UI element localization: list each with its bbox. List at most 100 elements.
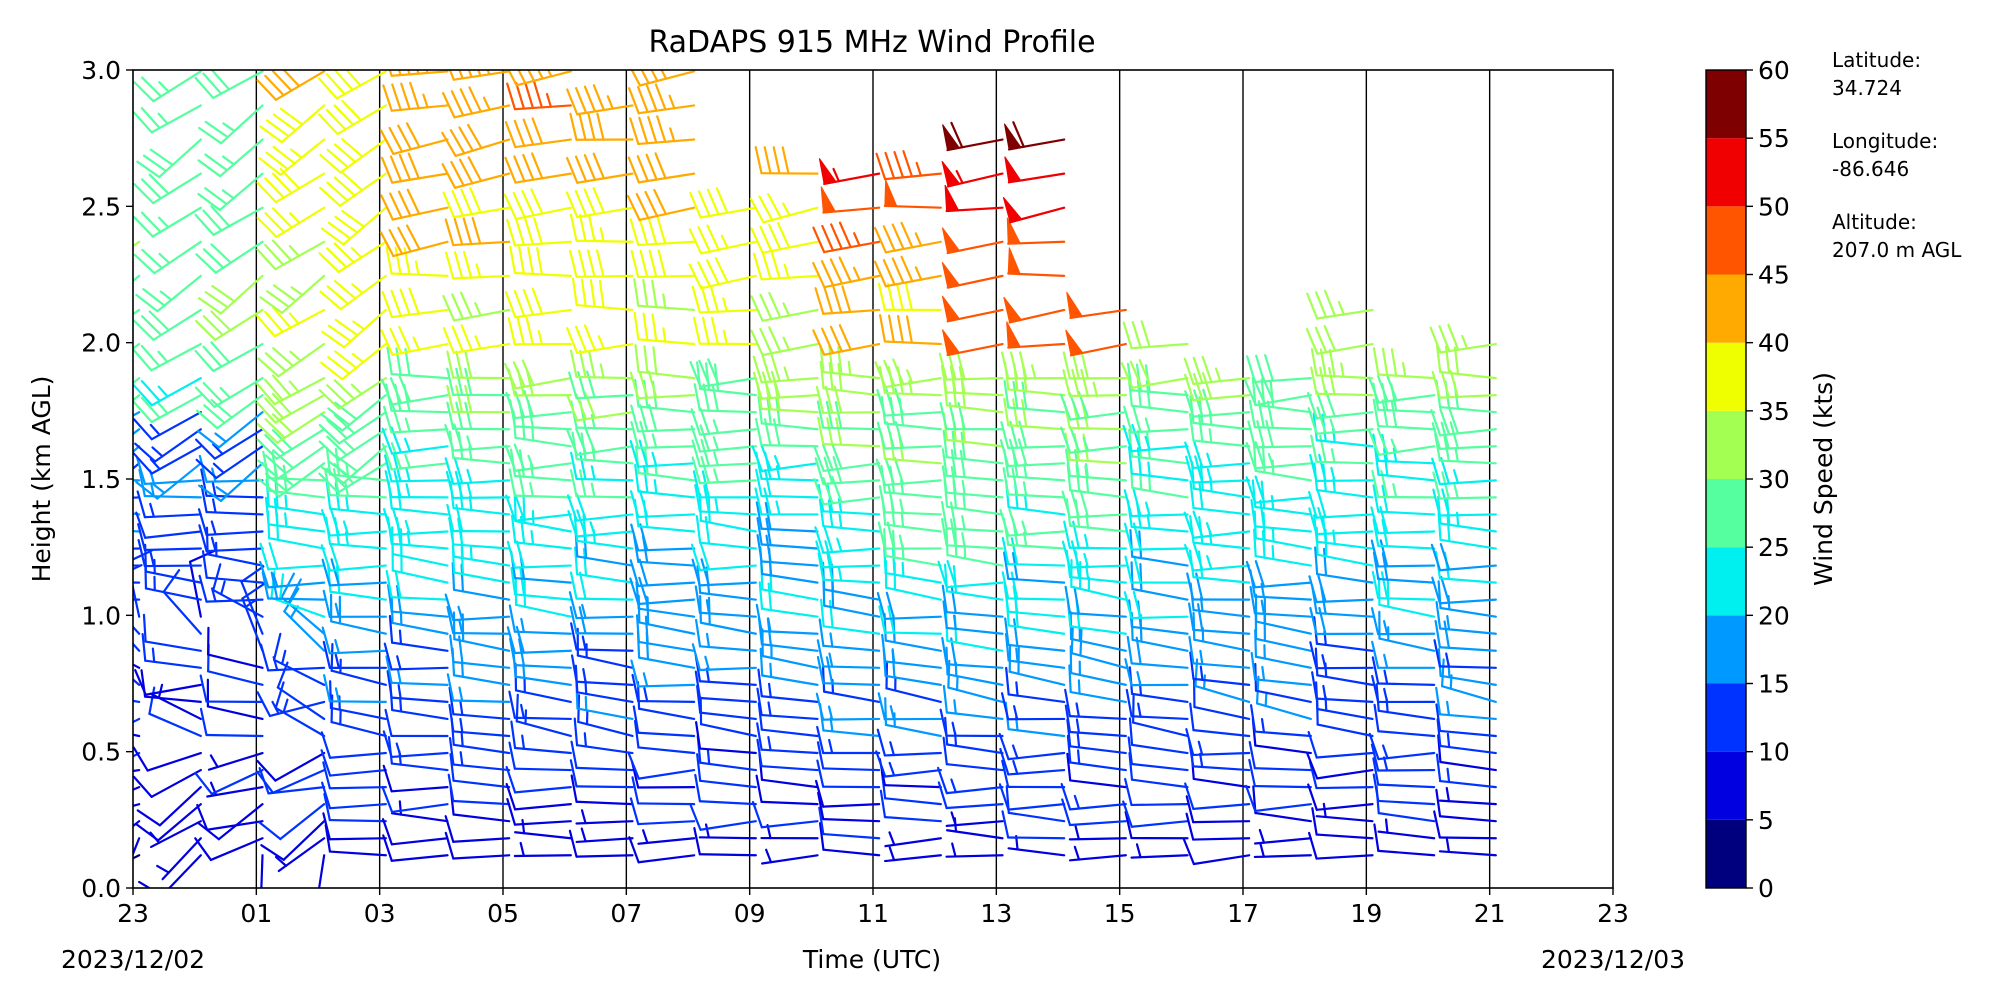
wind-barb-19 [133,530,141,533]
wind-barb-57 [133,445,202,475]
wind-barb-109 [318,854,326,888]
wind-barb-446 [814,779,881,808]
wind-barb-40 [148,686,202,738]
wind-barb-455 [818,618,881,652]
wind-barb-78 [199,707,264,738]
wind-barb-226 [447,773,511,806]
wind-barb-585 [1068,845,1127,862]
wind-barb-719 [1308,574,1374,604]
wind-barb-158 [322,640,387,670]
wind-barb-111 [260,820,326,861]
wind-barb-453 [816,655,881,686]
wind-barb-213 [386,346,449,380]
wind-barb-143 [256,168,326,204]
wind-barb-108 [194,70,264,100]
wind-barb-593 [1064,688,1127,721]
wind-barb-86 [198,574,264,603]
wind-barb-374 [693,827,757,857]
wind-barb-784 [1432,488,1497,517]
wind-barb-370 [627,152,696,184]
wind-barb-281 [505,493,572,522]
wind-barb-79 [206,678,264,721]
wind-barb-473 [814,285,881,315]
colorbar-tick-label-7: 35 [1758,397,1790,426]
wind-barb-336 [628,836,696,864]
wind-barb-87 [201,550,264,584]
wind-barb-188 [381,785,449,814]
wind-barb-330 [568,249,634,278]
wind-barb-326 [568,370,634,400]
wind-barb-264 [505,782,572,811]
wind-barb-90 [197,508,264,536]
wind-barb-605 [1061,489,1127,519]
wind-barb-311 [570,622,634,652]
wind-barb-672 [1184,388,1251,418]
wind-barb-378 [696,753,757,789]
wind-barb-152 [320,749,387,777]
wind-barb-144 [258,138,326,176]
colorbar-segment-1 [1706,751,1746,820]
colorbar-segment-4 [1706,547,1746,616]
wind-barb-435 [752,370,819,400]
wind-barb-245 [444,456,511,485]
wind-barb-367 [630,249,696,279]
wind-barb-241 [448,516,511,550]
wind-barb-479 [884,831,942,848]
wind-barb-343 [632,705,696,738]
wind-barb-200 [385,569,449,601]
wind-barb-105 [197,172,264,212]
wind-barb-7 [133,733,141,738]
wind-barb-175 [318,377,387,410]
wind-barb-215 [381,287,449,319]
y-tick-label-5: 2.5 [81,192,121,221]
wind-barb-707 [1307,783,1374,811]
wind-barb-58 [134,428,202,463]
wind-barb-263 [506,797,572,826]
wind-barb-454 [816,639,881,669]
wind-barb-345 [631,673,696,704]
wind-barb-95 [195,445,264,479]
wind-barb-477 [818,158,881,186]
wind-barb-385 [691,643,757,672]
wind-barb-266 [508,741,572,772]
colorbar-tick-label-5: 25 [1758,533,1790,562]
wind-barb-788 [1431,421,1497,450]
wind-barb-137 [256,374,326,406]
wind-barb-547 [941,160,1004,188]
wind-barb-612 [1062,368,1127,398]
colorbar-segment-7 [1706,342,1746,411]
wind-barb-171 [320,445,387,485]
wind-barb-136 [256,392,326,424]
colorbar-tick-label-1: 5 [1758,806,1774,835]
wind-barb-554 [999,747,1066,776]
wind-barb-689 [1249,585,1312,618]
wind-barb-98 [195,394,264,430]
colorbar-segment-10 [1706,138,1746,207]
wind-barb-346 [630,659,696,688]
wind-barb-647 [1185,812,1251,841]
wind-barb-258 [441,123,511,158]
wind-barb-366 [633,278,696,312]
wind-barb-502 [876,420,942,450]
wind-barb-632 [1124,555,1189,584]
wind-barb-422 [758,581,819,618]
wind-barb-584 [1003,121,1066,151]
wind-barb-543 [941,295,1004,323]
wind-barb-303 [569,759,634,789]
wind-barb-315 [574,546,634,584]
wind-barb-545 [941,227,1004,255]
x-tick-label-5: 09 [734,899,766,928]
wind-barb-622 [1128,717,1189,755]
wind-barb-677 [1252,785,1312,823]
wind-barb-128 [264,496,326,533]
wind-barb-103 [195,240,264,274]
wind-barb-66 [133,206,202,238]
wind-barb-462 [818,498,881,533]
wind-barb-107 [198,104,264,145]
wind-barb-338 [629,797,696,826]
wind-barb-602 [1061,540,1127,569]
wind-barb-357 [634,463,696,499]
wind-barb-726 [1309,453,1374,483]
wind-barb-214 [380,325,449,356]
